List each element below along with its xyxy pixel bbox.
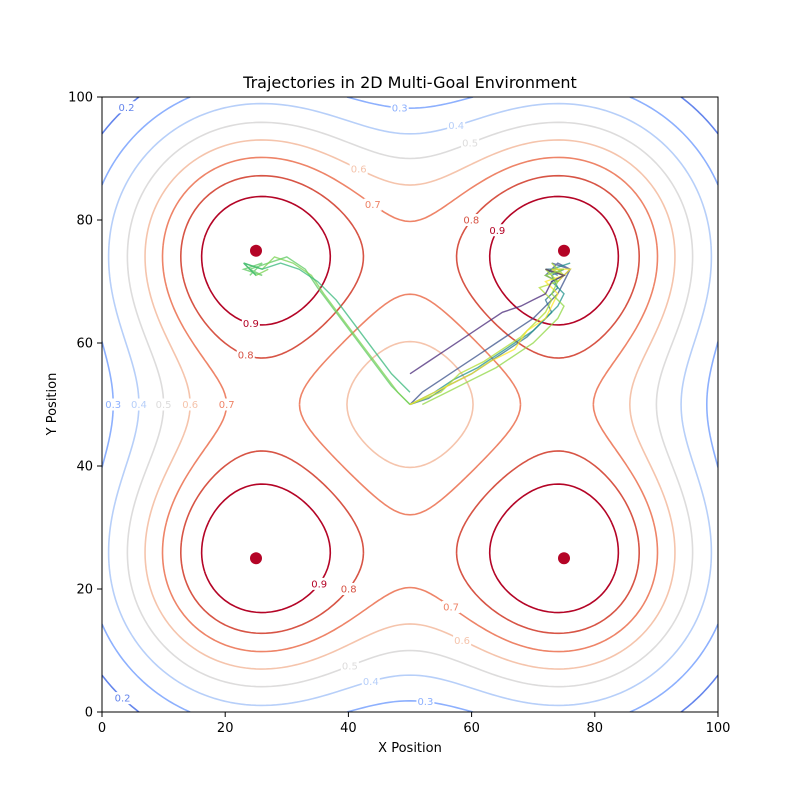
contour-label: 0.8 [463,216,479,227]
contour-label: 0.6 [182,400,198,411]
y-tick-label: 100 [68,91,93,106]
contour-label: 0.4 [131,400,147,411]
contour-label-bg [461,137,480,150]
contour-label-bg [104,398,123,411]
contour-label-bg [117,101,136,114]
contour-label-bg [447,119,466,132]
x-tick-label: 0 [98,721,106,736]
trajectory [421,268,565,406]
contour-label: 0.6 [351,165,367,176]
contour-label: 0.4 [448,121,464,132]
y-axis-label: Y Position [45,373,60,437]
contour-label: 0.4 [363,677,379,688]
contour-label: 0.9 [311,579,327,590]
contour-label-bg [390,101,409,114]
contour-label-bg [241,317,260,330]
contour-label-bg [453,634,472,647]
goal-marker [558,552,570,565]
contour-label: 0.9 [489,226,505,237]
contour-label: 0.8 [341,585,357,596]
contour-label-bg [416,695,435,708]
contour-label-bg [363,198,382,211]
trajectory [241,256,411,405]
trajectory-lines [241,256,572,406]
trajectory [243,256,411,405]
contour-label-bg [340,659,359,672]
contour-label-bg [361,675,380,688]
contour-label-bg [154,398,173,411]
trajectory [409,262,572,405]
contour-line [126,121,694,688]
contour-label: 0.7 [443,602,459,613]
plot-frame [101,96,719,713]
contour-label-bg [181,398,200,411]
contour-label-bg [236,349,255,362]
contour-label: 0.7 [365,200,381,211]
contour-label: 0.2 [115,694,131,705]
y-tick-label: 0 [85,706,93,721]
contour-label-bg [339,583,358,595]
y-tick-label: 60 [76,337,93,352]
contour-label: 0.8 [238,351,254,362]
x-tick-label: 40 [340,721,357,736]
contour-label: 0.5 [342,661,358,672]
contour-label-bg [113,692,132,705]
contour-labels: 0.2 0.2 0.3 0.3 0.3 0.4 0.4 0.4 0.5 0.5 0.5 0.6 0.6 0… [104,101,507,708]
contour-label-bg [217,398,236,411]
contour-label: 0.3 [105,400,121,411]
contour-label-bg [488,224,507,237]
x-tick-label: 80 [587,721,604,736]
contour-label: 0.5 [462,139,478,150]
contour-label: 0.3 [392,103,408,114]
goal-markers [250,244,570,565]
contour-label: 0.9 [243,319,259,330]
trajectory [409,262,571,406]
y-tick-label: 80 [76,214,93,229]
y-tick-label: 20 [76,583,93,598]
contour-line [107,102,713,707]
trajectory [409,268,566,375]
goal-marker [250,244,262,257]
contour-line [144,139,676,670]
trajectory [243,262,411,393]
contour-label-bg [310,577,329,590]
x-tick-label: 60 [463,721,480,736]
contour-label-bg [442,600,461,613]
contour-label-bg [129,398,148,411]
contour-label-bg [349,163,368,176]
x-tick-label: 20 [217,721,234,736]
y-axis-ticks: 0 20 40 60 80 100 [68,91,102,721]
goal-marker [558,244,570,257]
contour-line [102,97,718,712]
x-tick-label: 100 [706,721,731,736]
contour-label: 0.7 [219,400,235,411]
contour-line [180,174,640,635]
contour-line [161,156,659,653]
contour-label-bg [462,214,481,226]
trajectory [409,268,572,406]
contour-label: 0.5 [156,400,172,411]
trajectory [409,262,565,406]
y-tick-label: 40 [76,460,93,475]
contour-label: 0.2 [119,103,135,114]
goal-marker [250,552,262,565]
x-axis-label: X Position [378,741,442,756]
chart-title: Trajectories in 2D Multi-Goal Environmen… [242,73,577,92]
contour-label: 0.6 [454,636,470,647]
x-axis-ticks: 0 20 40 60 80 100 [98,712,731,736]
contour-label: 0.3 [417,697,433,708]
